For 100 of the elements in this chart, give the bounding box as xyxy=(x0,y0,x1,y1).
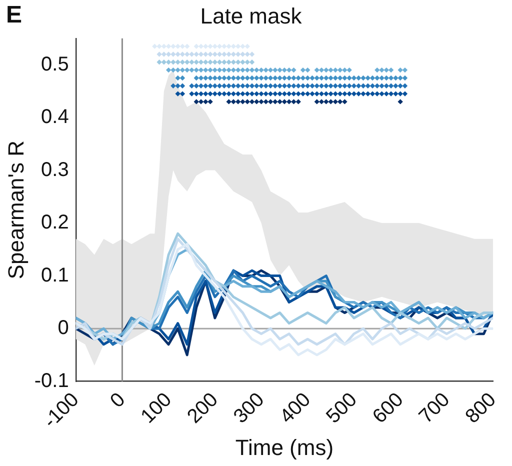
point xyxy=(324,75,329,81)
point xyxy=(286,75,292,81)
point xyxy=(180,44,186,49)
point xyxy=(203,60,208,65)
point xyxy=(212,60,218,65)
point xyxy=(184,60,190,65)
point xyxy=(249,99,255,104)
point xyxy=(360,91,366,96)
point xyxy=(212,52,218,57)
point xyxy=(235,44,241,49)
point xyxy=(212,91,218,96)
point xyxy=(286,67,292,73)
point xyxy=(272,99,278,104)
point xyxy=(244,52,250,57)
point xyxy=(156,60,162,65)
point xyxy=(249,67,255,73)
point xyxy=(222,75,227,81)
point xyxy=(388,91,394,96)
point xyxy=(263,75,269,81)
point xyxy=(388,67,394,73)
point xyxy=(208,99,213,104)
point xyxy=(258,83,264,88)
x-tick-label: 100 xyxy=(136,388,176,428)
point xyxy=(184,52,190,57)
point xyxy=(208,60,213,65)
point xyxy=(268,83,274,88)
point xyxy=(170,60,176,65)
point xyxy=(235,52,241,57)
point xyxy=(189,67,194,73)
point xyxy=(351,91,357,96)
point xyxy=(263,67,269,73)
point xyxy=(356,75,362,81)
point xyxy=(263,99,269,104)
point xyxy=(314,91,320,96)
point xyxy=(216,91,222,96)
point xyxy=(374,83,380,88)
point xyxy=(175,83,180,88)
point xyxy=(384,67,390,73)
point xyxy=(194,99,199,104)
point xyxy=(291,83,296,88)
point xyxy=(365,91,370,96)
point xyxy=(194,91,199,96)
point xyxy=(282,99,288,104)
point xyxy=(226,75,232,81)
point xyxy=(208,91,213,96)
point xyxy=(328,75,334,81)
point xyxy=(268,91,274,96)
point xyxy=(244,99,250,104)
point xyxy=(180,83,186,88)
point xyxy=(249,83,255,88)
point xyxy=(282,75,288,81)
point xyxy=(342,67,348,73)
point xyxy=(398,99,403,104)
point xyxy=(277,75,282,81)
point xyxy=(370,75,376,81)
point xyxy=(254,83,260,88)
point xyxy=(166,67,172,73)
point xyxy=(180,52,186,57)
point xyxy=(324,67,329,73)
point xyxy=(240,60,246,65)
point xyxy=(161,60,167,65)
point xyxy=(240,52,246,57)
point xyxy=(198,52,204,57)
point xyxy=(370,83,376,88)
point xyxy=(296,91,301,96)
point xyxy=(198,83,204,88)
point xyxy=(324,83,329,88)
point xyxy=(379,91,384,96)
point xyxy=(337,67,343,73)
point xyxy=(203,91,208,96)
point xyxy=(310,75,315,81)
point xyxy=(346,75,352,81)
point xyxy=(175,67,180,73)
point xyxy=(332,91,338,96)
point xyxy=(388,75,394,81)
point xyxy=(198,75,204,81)
point xyxy=(342,91,348,96)
point xyxy=(272,91,278,96)
x-tick-label: 500 xyxy=(322,388,362,428)
point xyxy=(365,75,370,81)
point xyxy=(291,99,296,104)
point xyxy=(166,52,172,57)
point xyxy=(222,44,227,49)
point xyxy=(194,83,199,88)
point xyxy=(170,83,176,88)
point xyxy=(230,60,236,65)
point xyxy=(282,91,288,96)
point xyxy=(254,75,260,81)
point xyxy=(240,99,246,104)
text: E xyxy=(6,2,22,29)
point xyxy=(226,52,232,57)
point xyxy=(286,91,292,96)
point xyxy=(263,83,269,88)
point xyxy=(332,83,338,88)
chart-title: Late mask xyxy=(200,3,303,28)
point xyxy=(254,67,260,73)
point xyxy=(342,99,348,104)
point xyxy=(356,91,362,96)
point xyxy=(226,91,232,96)
point xyxy=(208,67,213,73)
